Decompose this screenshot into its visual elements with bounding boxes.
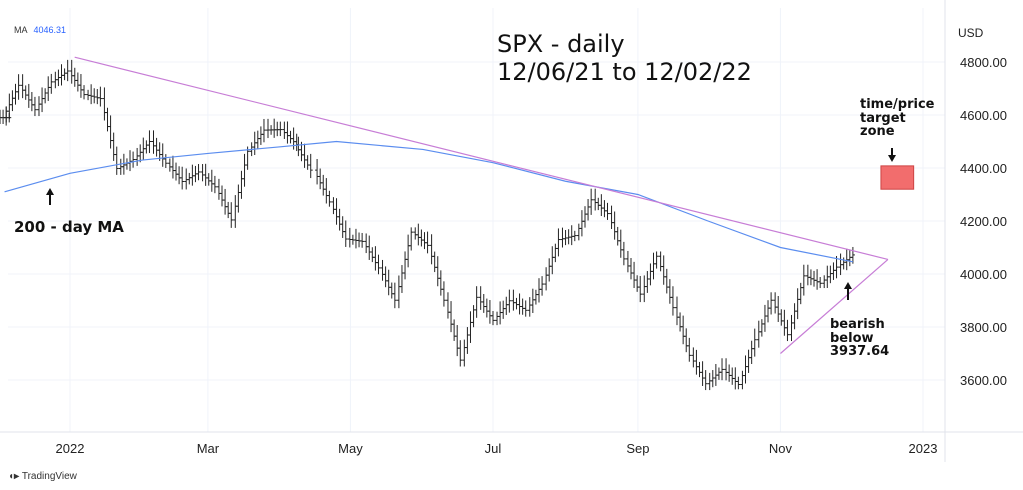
- x-tick-label: 2023: [909, 441, 938, 456]
- x-tick-label: Nov: [769, 441, 793, 456]
- y-tick-label: 3800.00: [960, 320, 1007, 335]
- bearish-line-3: 3937.64: [830, 344, 890, 360]
- ma200-line: [4, 140, 854, 263]
- currency-label: USD: [958, 26, 984, 40]
- trendline-upper: [74, 56, 889, 261]
- ma-legend: MA 4046.31: [14, 25, 66, 35]
- target-zone-box: [880, 165, 915, 190]
- tv-brand: TradingView: [21, 471, 77, 482]
- target-line-3: zone: [860, 124, 895, 140]
- y-tick-label: 3600.00: [960, 373, 1007, 388]
- x-tick-label: 2022: [56, 441, 85, 456]
- chart-title: SPX - daily 12/06/21 to 12/02/22: [497, 30, 752, 86]
- ma-legend-label: MA: [14, 25, 28, 35]
- target-line-2: target: [860, 110, 906, 126]
- title-line: SPX - daily: [497, 30, 625, 58]
- x-tick-label: Mar: [197, 441, 220, 456]
- tv-logo-icon: ◖▸: [8, 471, 22, 482]
- trendline-lower: [780, 258, 889, 354]
- tradingview-logo[interactable]: ◖▸ TradingView: [8, 471, 77, 482]
- arrowhead-icon: [46, 188, 54, 195]
- x-tick-label: Jul: [485, 441, 502, 456]
- y-tick-label: 4000.00: [960, 267, 1007, 282]
- y-tick-label: 4400.00: [960, 161, 1007, 176]
- arrowhead-icon: [844, 282, 852, 289]
- y-tick-label: 4200.00: [960, 214, 1007, 229]
- arrowhead-icon: [888, 155, 896, 162]
- bearish-line-1: bearish: [830, 317, 885, 332]
- bearish-line-2: below: [830, 330, 874, 346]
- target-line-1: time/price: [860, 97, 935, 112]
- target-annotation: time/price target zone: [860, 98, 934, 139]
- subtitle-line: 12/06/21 to 12/02/22: [497, 58, 752, 86]
- y-tick-label: 4600.00: [960, 108, 1007, 123]
- x-tick-label: Sep: [626, 441, 649, 456]
- bearish-annotation: bearish below 3937.64: [830, 318, 889, 359]
- ma-annotation: 200 - day MA: [14, 218, 124, 236]
- y-tick-label: 4800.00: [960, 55, 1007, 70]
- ma-legend-value: 4046.31: [33, 25, 67, 35]
- x-tick-label: May: [338, 441, 363, 456]
